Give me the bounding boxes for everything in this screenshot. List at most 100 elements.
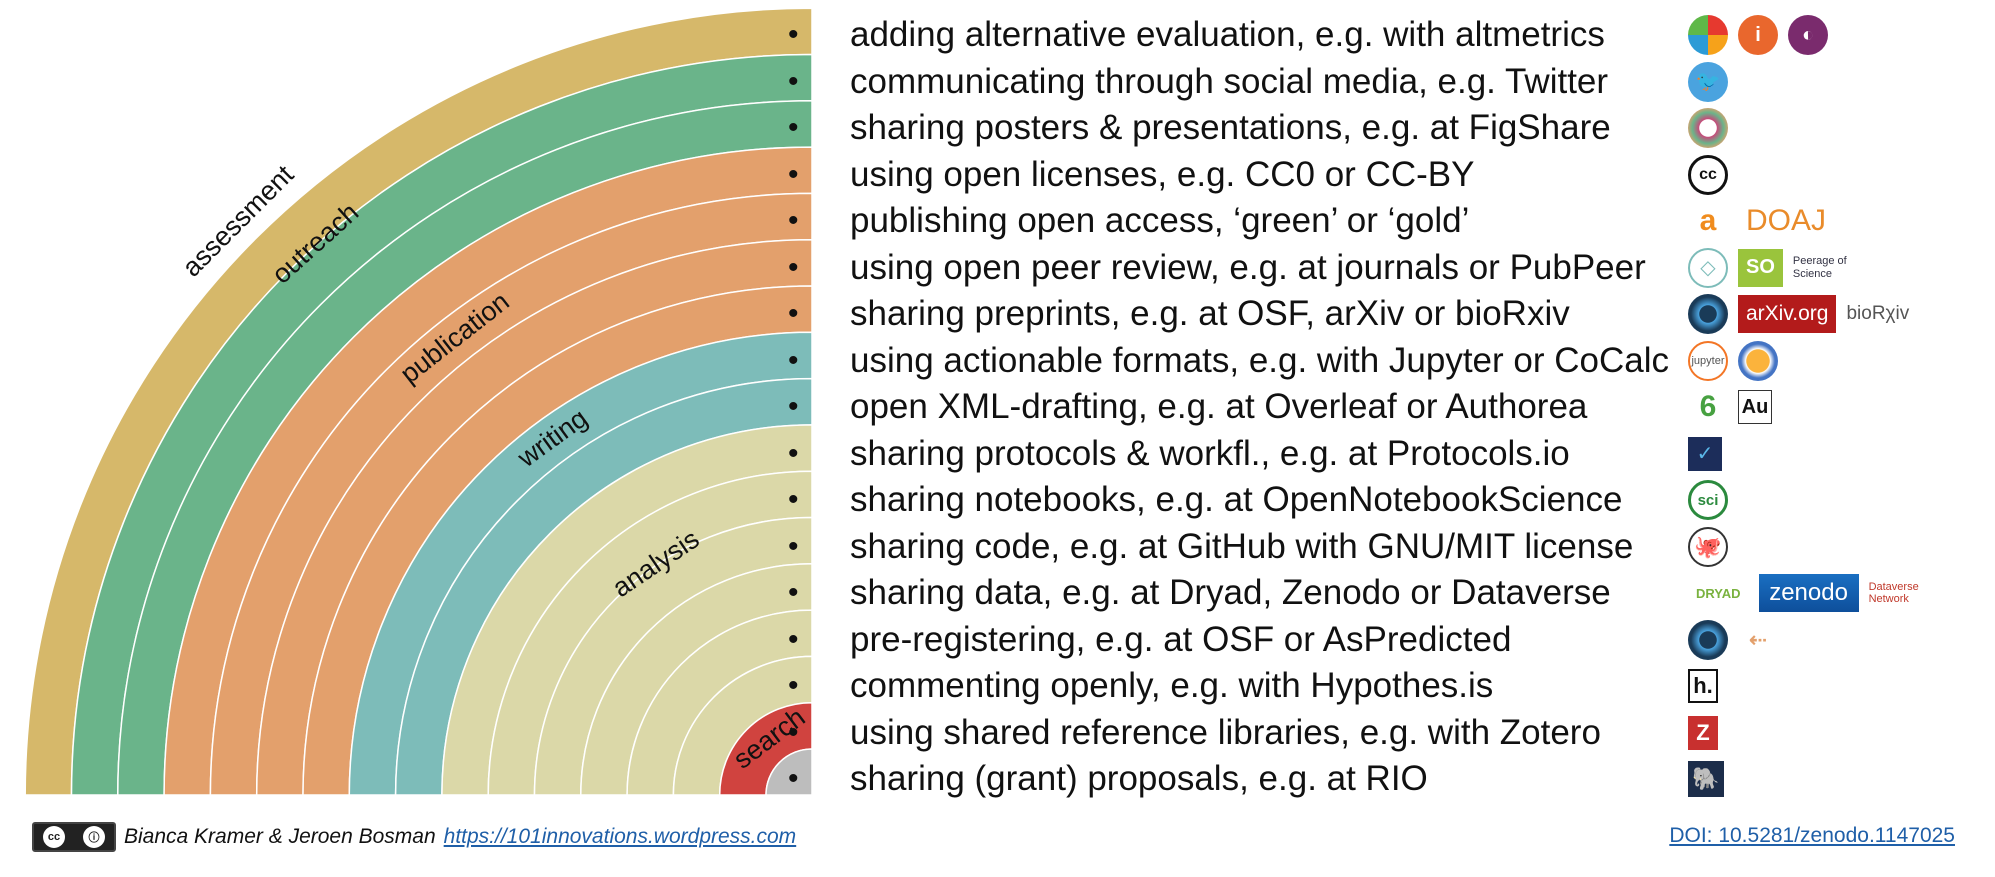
icon-row-cc: cc <box>1688 152 1988 199</box>
dryad-logo-icon: DRYAD <box>1688 574 1749 612</box>
bullet-marker: • <box>788 198 799 245</box>
arxiv-logo-icon: arXiv.org <box>1738 295 1836 333</box>
jupyter-icon: jupyter <box>1688 341 1728 381</box>
practice-item-text: pre-registering, e.g. at OSF or AsPredic… <box>850 620 1511 659</box>
practice-item-text: adding alternative evaluation, e.g. with… <box>850 15 1605 54</box>
bullet-marker: • <box>788 617 799 664</box>
icon-row-code: 🐙 <box>1688 524 1988 571</box>
bullet-marker: • <box>788 570 799 617</box>
cc-by-badge: cc ⓘ <box>32 822 116 852</box>
practice-item: • sharing preprints, e.g. at OSF, arXiv o… <box>778 291 1688 338</box>
bullet-marker: • <box>788 12 799 59</box>
protocols-io-icon: ✓ <box>1688 437 1722 471</box>
icon-row-figshare <box>1688 105 1988 152</box>
biorxiv-logo-icon: bioRχiv <box>1846 303 1909 325</box>
practice-item-text: sharing notebooks, e.g. at OpenNotebookS… <box>850 480 1622 519</box>
icon-row-reference: Z <box>1688 710 1988 757</box>
icon-row-open-access: a DOAJ <box>1688 198 1988 245</box>
bullet-marker: • <box>788 291 799 338</box>
practice-item-text: sharing code, e.g. at GitHub with GNU/MI… <box>850 527 1633 566</box>
open-access-lock-icon: a <box>1688 201 1728 241</box>
creative-commons-icon: cc <box>1688 155 1728 195</box>
workflow-rainbow-diagram: assessmentoutreachpublicationwritinganal… <box>0 0 830 810</box>
practice-item-text: open XML-drafting, e.g. at Overleaf or A… <box>850 387 1587 426</box>
bullet-marker: • <box>788 524 799 571</box>
rio-journal-elephant-icon: 🐘 <box>1688 761 1724 797</box>
icon-row-proposals: 🐘 <box>1688 756 1988 803</box>
footer-doi: DOI: 10.5281/zenodo.1147025 <box>1669 824 1955 848</box>
overleaf-leaf-icon: 6 <box>1688 387 1728 427</box>
tool-icons-column: i ◐ 🐦 cc a DOAJ ◇ SO Peerage of Science … <box>1688 12 1988 803</box>
icon-row-xml-drafting: 6 Au <box>1688 384 1988 431</box>
zenodo-logo-icon: zenodo <box>1759 574 1859 612</box>
practice-item: • sharing notebooks, e.g. at OpenNotebook… <box>778 477 1688 524</box>
icon-row-twitter: 🐦 <box>1688 59 1988 106</box>
osf-flower-icon <box>1688 294 1728 334</box>
peerage-of-science-label: Peerage of Science <box>1793 255 1853 281</box>
doaj-logo-icon: DOAJ <box>1738 202 1834 240</box>
aspredicted-arrow-icon: ⇠ <box>1738 620 1778 660</box>
practice-item: • publishing open access, ‘green’ or ‘gol… <box>778 198 1688 245</box>
practice-item-text: commenting openly, e.g. with Hypothes.is <box>850 666 1493 705</box>
practice-item-text: using shared reference libraries, e.g. w… <box>850 713 1601 752</box>
icon-row-preprints: arXiv.org bioRχiv <box>1688 291 1988 338</box>
by-icon: ⓘ <box>83 826 105 848</box>
osf-flower-icon <box>1688 620 1728 660</box>
practice-item-text: using open licenses, e.g. CC0 or CC-BY <box>850 155 1474 194</box>
twitter-bird-icon: 🐦 <box>1688 62 1728 102</box>
practice-item: • sharing code, e.g. at GitHub with GNU/M… <box>778 524 1688 571</box>
altmetric-donut-icon <box>1688 15 1728 55</box>
practice-list: • adding alternative evaluation, e.g. wit… <box>778 12 1688 803</box>
figshare-icon <box>1688 108 1728 148</box>
practice-item: • commenting openly, e.g. with Hypothes.i… <box>778 663 1688 710</box>
practice-item-text: using open peer review, e.g. at journals… <box>850 248 1646 287</box>
so-logo-icon: SO <box>1738 249 1783 287</box>
footer-blog-link[interactable]: https://101innovations.wordpress.com <box>444 825 797 849</box>
icon-row-altmetrics: i ◐ <box>1688 12 1988 59</box>
doi-link[interactable]: DOI: 10.5281/zenodo.1147025 <box>1669 824 1955 847</box>
icon-row-protocols: ✓ <box>1688 431 1988 478</box>
practice-item-text: sharing data, e.g. at Dryad, Zenodo or D… <box>850 573 1611 612</box>
bullet-marker: • <box>788 710 799 757</box>
practice-item-text: sharing posters & presentations, e.g. at… <box>850 108 1611 147</box>
authorea-logo-icon: Au <box>1738 390 1772 424</box>
practice-item-text: communicating through social media, e.g.… <box>850 62 1608 101</box>
practice-item: • communicating through social media, e.g… <box>778 59 1688 106</box>
icon-row-peer-review: ◇ SO Peerage of Science <box>1688 245 1988 292</box>
bullet-marker: • <box>788 59 799 106</box>
zotero-logo-icon: Z <box>1688 716 1718 750</box>
cocalc-icon <box>1738 341 1778 381</box>
practice-item: • using open peer review, e.g. at journal… <box>778 245 1688 292</box>
bullet-marker: • <box>788 663 799 710</box>
bullet-marker: • <box>788 245 799 292</box>
practice-item: • using actionable formats, e.g. with Jup… <box>778 338 1688 385</box>
practice-item-text: sharing protocols & workfl., e.g. at Pro… <box>850 434 1570 473</box>
practice-item: • using open licenses, e.g. CC0 or CC-BY <box>778 152 1688 199</box>
practice-item-text: publishing open access, ‘green’ or ‘gold… <box>850 201 1469 240</box>
practice-item: • pre-registering, e.g. at OSF or AsPredi… <box>778 617 1688 664</box>
impactstory-info-icon: i <box>1738 15 1778 55</box>
practice-item-text: sharing preprints, e.g. at OSF, arXiv or… <box>850 294 1570 333</box>
footer-authors: Bianca Kramer & Jeroen Bosman <box>124 825 436 849</box>
practice-item: • sharing posters & presentations, e.g. a… <box>778 105 1688 152</box>
cc-icon: cc <box>43 826 65 848</box>
bullet-marker: • <box>788 105 799 152</box>
icon-row-data: DRYAD zenodo Dataverse Network <box>1688 570 1988 617</box>
plumx-icon: ◐ <box>1788 15 1828 55</box>
bullet-marker: • <box>788 152 799 199</box>
icon-row-preregistration: ⇠ <box>1688 617 1988 664</box>
practice-item: • sharing protocols & workfl., e.g. at Pr… <box>778 431 1688 478</box>
icon-row-actionable: jupyter <box>1688 338 1988 385</box>
practice-item: • sharing data, e.g. at Dryad, Zenodo or … <box>778 570 1688 617</box>
footer-credits: cc ⓘ Bianca Kramer & Jeroen Bosman https… <box>32 822 796 852</box>
bullet-marker: • <box>788 431 799 478</box>
practice-item: • sharing (grant) proposals, e.g. at RIO <box>778 756 1688 803</box>
bullet-marker: • <box>788 756 799 803</box>
bullet-marker: • <box>788 338 799 385</box>
practice-item: • open XML-drafting, e.g. at Overleaf or … <box>778 384 1688 431</box>
icon-row-commenting: h. <box>1688 663 1988 710</box>
hypothesis-logo-icon: h. <box>1688 669 1718 703</box>
open-notebook-science-icon: sci <box>1688 480 1728 520</box>
pubpeer-network-icon: ◇ <box>1688 248 1728 288</box>
practice-item: • using shared reference libraries, e.g. … <box>778 710 1688 757</box>
